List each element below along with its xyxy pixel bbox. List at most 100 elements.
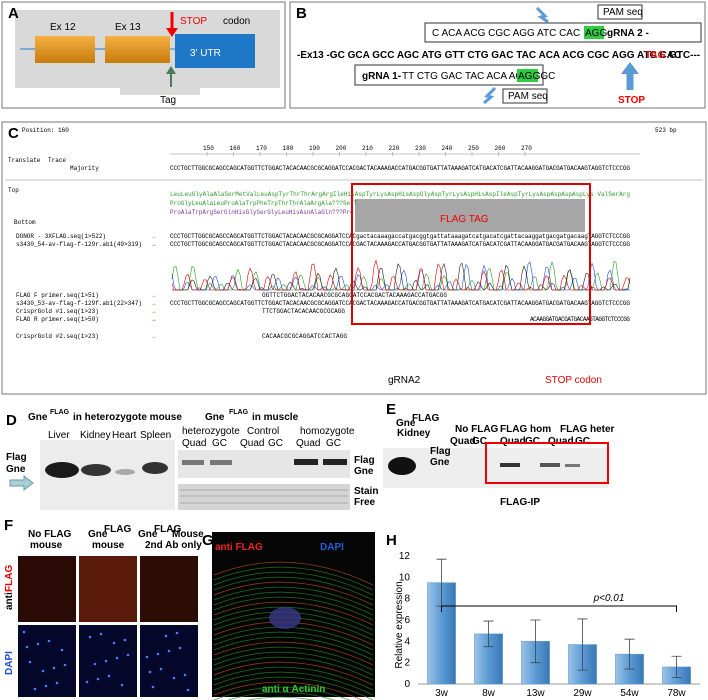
y-tick-label: 0 bbox=[404, 679, 410, 690]
lane-label: Quad bbox=[500, 436, 526, 447]
label: Gne bbox=[138, 529, 158, 540]
lane-label: Quad bbox=[296, 438, 320, 449]
sequence: AGG bbox=[518, 71, 540, 82]
label: gRNA2 bbox=[388, 375, 421, 386]
ruler: 150 160 170 180 190 200 210 220 230 240 250 260 270 bbox=[203, 145, 532, 156]
nucleus bbox=[148, 670, 152, 674]
y-tick-label: 4 bbox=[404, 636, 410, 647]
error-bar bbox=[530, 619, 541, 664]
label: Free bbox=[354, 497, 376, 508]
label: FLAG bbox=[154, 524, 181, 535]
micrograph bbox=[79, 556, 137, 622]
trace-line bbox=[172, 262, 631, 291]
label: Spleen bbox=[140, 430, 171, 441]
sequence: CCCTGCTTGGCGCAGCCAGCATGGTTCTGGACTACACAAC… bbox=[170, 241, 630, 248]
label: Tag bbox=[160, 95, 176, 106]
ruler-label: 230 bbox=[415, 145, 426, 152]
lane-label: Quad bbox=[450, 436, 476, 447]
track-name: CrisprGold #2.seq(1>23) bbox=[16, 333, 99, 340]
nucleus bbox=[22, 630, 26, 634]
fiber bbox=[213, 661, 374, 686]
fiber bbox=[213, 571, 374, 596]
nucleus bbox=[107, 674, 111, 678]
box bbox=[502, 88, 548, 104]
fiber bbox=[213, 586, 374, 611]
lane-label: GC bbox=[212, 438, 227, 449]
chromatogram bbox=[171, 259, 631, 291]
ruler-label: 160 bbox=[230, 145, 241, 152]
lane-label: GC bbox=[575, 436, 590, 447]
nucleus bbox=[52, 666, 56, 670]
arrow: → bbox=[152, 316, 156, 323]
lane-label: GC bbox=[268, 438, 283, 449]
label: Bottom bbox=[14, 219, 36, 226]
fiber bbox=[213, 676, 374, 700]
ruler-label: 150 bbox=[203, 145, 214, 152]
sequence: TT CTG GAC TAC ACA ACG CGC bbox=[402, 71, 555, 82]
y-axis-label: Relative expression bbox=[394, 581, 405, 668]
nucleus bbox=[25, 645, 29, 649]
label: FLAG bbox=[104, 524, 131, 535]
label: FLAG bbox=[412, 413, 439, 424]
arrow: → bbox=[152, 241, 156, 248]
fiber bbox=[213, 601, 374, 626]
label: Flag bbox=[354, 455, 375, 466]
label: mouse bbox=[92, 540, 125, 551]
label: in heterozygote mouse bbox=[73, 412, 182, 423]
label: 523 bp bbox=[655, 127, 677, 134]
label: in muscle bbox=[252, 412, 299, 423]
highlight-box bbox=[485, 442, 609, 484]
lane-label: GC bbox=[472, 436, 487, 447]
track-name: FLAG F primer.seq(1>51) bbox=[16, 292, 99, 299]
nucleus bbox=[44, 684, 48, 688]
box bbox=[424, 22, 702, 43]
nucleus bbox=[172, 676, 176, 680]
fiber bbox=[213, 651, 374, 676]
label: Gne bbox=[205, 412, 225, 423]
highlight bbox=[584, 26, 604, 39]
arrow: → bbox=[152, 300, 156, 307]
sequence: GTC--- bbox=[669, 50, 700, 61]
error-bar bbox=[577, 618, 588, 671]
sequence: CCCTGCTTGGCGCAGCCAGCATGGTTCTGGACTACACAAC… bbox=[170, 233, 630, 240]
sequence: AGG bbox=[585, 28, 607, 39]
fiber bbox=[213, 681, 363, 700]
nucleus bbox=[88, 635, 92, 639]
significance-bracket bbox=[441, 605, 677, 612]
label: No FLAG bbox=[455, 424, 499, 435]
band bbox=[45, 462, 79, 478]
fiber bbox=[213, 591, 374, 616]
nucleus bbox=[28, 660, 32, 664]
nucleus bbox=[115, 656, 119, 660]
panel-letter: B bbox=[296, 5, 307, 22]
fiber bbox=[213, 636, 374, 661]
highlight bbox=[517, 69, 538, 82]
sequence: TTCTGGACTACACAACGCGCAGG bbox=[262, 308, 345, 315]
label: Heart bbox=[112, 430, 137, 441]
fiber bbox=[213, 631, 374, 656]
highlight-box bbox=[351, 183, 591, 325]
track-name: s3430_53-av-flag-f-129f.ab1(22>347) bbox=[16, 300, 142, 307]
sequence: -Ex13 -GC GCA GCC AGC ATG GTT CTG GAC TA… bbox=[297, 50, 681, 61]
label: Ex 13 bbox=[115, 22, 141, 33]
fiber bbox=[213, 646, 374, 671]
label: Kidney bbox=[397, 428, 431, 439]
label: PAM seq bbox=[508, 91, 548, 102]
label: Gne bbox=[88, 529, 108, 540]
nucleus bbox=[99, 632, 103, 636]
fiber bbox=[213, 656, 374, 681]
fiber bbox=[213, 566, 374, 591]
micrograph bbox=[140, 625, 198, 697]
label: Flag bbox=[430, 446, 451, 457]
stain bbox=[180, 489, 348, 504]
panel-letter: G bbox=[202, 532, 214, 549]
band bbox=[115, 469, 135, 475]
band bbox=[294, 459, 318, 465]
arrow-head bbox=[166, 28, 178, 37]
panel-letter: A bbox=[8, 5, 19, 22]
arrow: → bbox=[152, 333, 156, 340]
flag-tag-box bbox=[355, 199, 585, 232]
track-name: s3430_54-av-flag-f-129r.ab1(49>319) bbox=[16, 241, 142, 248]
fiber bbox=[227, 691, 336, 700]
